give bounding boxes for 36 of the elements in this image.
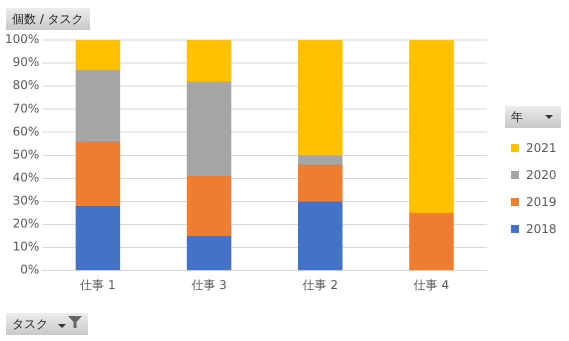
y-tick-label: 10% <box>12 240 40 254</box>
legend-label: 2018 <box>526 222 557 236</box>
y-tick-label: 80% <box>12 78 40 92</box>
y-tick-label: 0% <box>20 262 40 277</box>
bar <box>76 141 120 206</box>
bar <box>186 236 232 270</box>
bar <box>409 212 454 270</box>
bar <box>186 40 232 82</box>
bar <box>186 82 232 176</box>
y-tick-label: 60% <box>12 124 40 138</box>
chart-title: 個数 / タスク <box>12 12 84 26</box>
y-tick-label: 100% <box>4 32 40 46</box>
bar <box>76 40 120 70</box>
bar <box>298 164 342 202</box>
y-tick-label: 70% <box>12 101 40 116</box>
bar <box>186 176 232 236</box>
bar <box>409 40 454 213</box>
x-tick-label: 仕事 3 <box>190 278 227 292</box>
y-tick-label: 30% <box>12 194 40 208</box>
bar <box>298 155 342 165</box>
y-tick-label: 40% <box>12 170 40 184</box>
bar <box>76 70 120 142</box>
bar <box>76 206 120 270</box>
y-tick-label: 50% <box>12 147 40 162</box>
x-tick-label: 仕事 4 <box>412 278 450 292</box>
x-tick-label: 仕事 1 <box>79 278 116 292</box>
y-tick-label: 90% <box>12 55 40 70</box>
bar <box>298 40 342 156</box>
legend-label: 2020 <box>526 168 557 182</box>
legend-title: 年 <box>511 110 523 124</box>
x-axis-title: タスク <box>12 317 48 331</box>
legend-label: 2019 <box>526 194 557 208</box>
y-tick-label: 20% <box>12 216 40 231</box>
bar <box>298 201 342 270</box>
legend-label: 2021 <box>526 140 557 154</box>
x-tick-label: 仕事 2 <box>302 278 338 292</box>
